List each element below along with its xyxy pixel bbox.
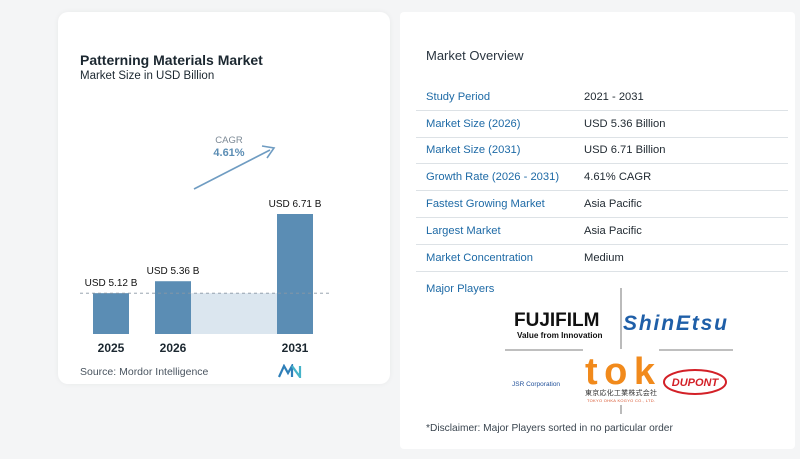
overview-value: USD 6.71 Billion xyxy=(584,144,666,157)
tok-logo: tok xyxy=(585,351,656,393)
data-label: USD 6.71 B xyxy=(269,199,322,210)
overview-label: Study Period xyxy=(426,90,491,103)
overview-row: Market Size (2031) USD 6.71 Billion xyxy=(416,138,788,165)
major-players-logos: FUJIFILM Value from Innovation ShinEtsu … xyxy=(505,288,733,414)
tok-japanese-name: 東京応化工業株式会社 xyxy=(585,388,657,397)
data-label: USD 5.12 B xyxy=(85,278,138,289)
tok-logo-bg xyxy=(583,349,659,405)
overview-row: Largest Market Asia Pacific xyxy=(416,218,788,245)
overview-value: USD 5.36 Billion xyxy=(584,117,666,130)
mordor-logo-icon xyxy=(278,364,302,378)
overview-row: Study Period 2021 - 2031 xyxy=(416,84,788,111)
source-text: Source: Mordor Intelligence xyxy=(80,366,209,378)
bar-2026 xyxy=(155,281,191,334)
chart-subtitle: Market Size in USD Billion xyxy=(80,70,215,82)
jsr-logo: JSR Corporation xyxy=(512,381,560,388)
overview-label: Market Concentration xyxy=(426,251,533,264)
overview-label: Largest Market xyxy=(426,224,501,237)
fujifilm-logo: FUJIFILM xyxy=(514,310,600,331)
overview-label: Market Size (2026) xyxy=(426,117,521,130)
overview-title: Market Overview xyxy=(426,48,524,63)
tok-english-name: TOKYO OHKA KOGYO CO., LTD. xyxy=(587,398,655,403)
overview-label: Market Size (2031) xyxy=(426,144,521,157)
data-label: USD 5.36 B xyxy=(147,266,200,277)
overview-row: Market Size (2026) USD 5.36 Billion xyxy=(416,111,788,138)
growth-band xyxy=(191,293,277,334)
shinetsu-logo: ShinEtsu xyxy=(623,312,727,335)
bar-2031 xyxy=(277,214,313,334)
overview-value: 2021 - 2031 xyxy=(584,90,644,103)
x-tick-label: 2026 xyxy=(160,341,187,355)
overview-row: Market Concentration Medium xyxy=(416,245,788,272)
overview-table: Study Period 2021 - 2031 Market Size (202… xyxy=(416,84,788,272)
cagr-label: CAGR xyxy=(215,135,243,146)
dupont-oval-icon xyxy=(663,369,727,395)
major-players-title: Major Players xyxy=(426,283,495,295)
overview-row: Growth Rate (2026 - 2031) 4.61% CAGR xyxy=(416,164,788,192)
bar-2025 xyxy=(93,293,129,334)
cagr-arrowhead-icon xyxy=(261,145,276,159)
disclaimer: *Disclaimer: Major Players sorted in no … xyxy=(426,423,673,434)
x-tick-label: 2025 xyxy=(98,341,125,355)
cagr-value: 4.61% xyxy=(213,147,244,159)
dupont-logo: DUPONT xyxy=(672,377,720,389)
fujifilm-tagline: Value from Innovation xyxy=(517,331,603,340)
overview-value: Medium xyxy=(584,251,624,264)
x-tick-label: 2031 xyxy=(282,341,309,355)
chart-title: Patterning Materials Market xyxy=(80,52,263,68)
overview-row: Fastest Growing Market Asia Pacific xyxy=(416,191,788,218)
overview-value: 4.61% CAGR xyxy=(584,171,652,184)
overview-label: Fastest Growing Market xyxy=(426,198,545,211)
overview-label: Growth Rate (2026 - 2031) xyxy=(426,171,560,184)
cagr-arrow xyxy=(193,149,271,190)
overview-value: Asia Pacific xyxy=(584,224,642,237)
overview-value: Asia Pacific xyxy=(584,198,642,211)
